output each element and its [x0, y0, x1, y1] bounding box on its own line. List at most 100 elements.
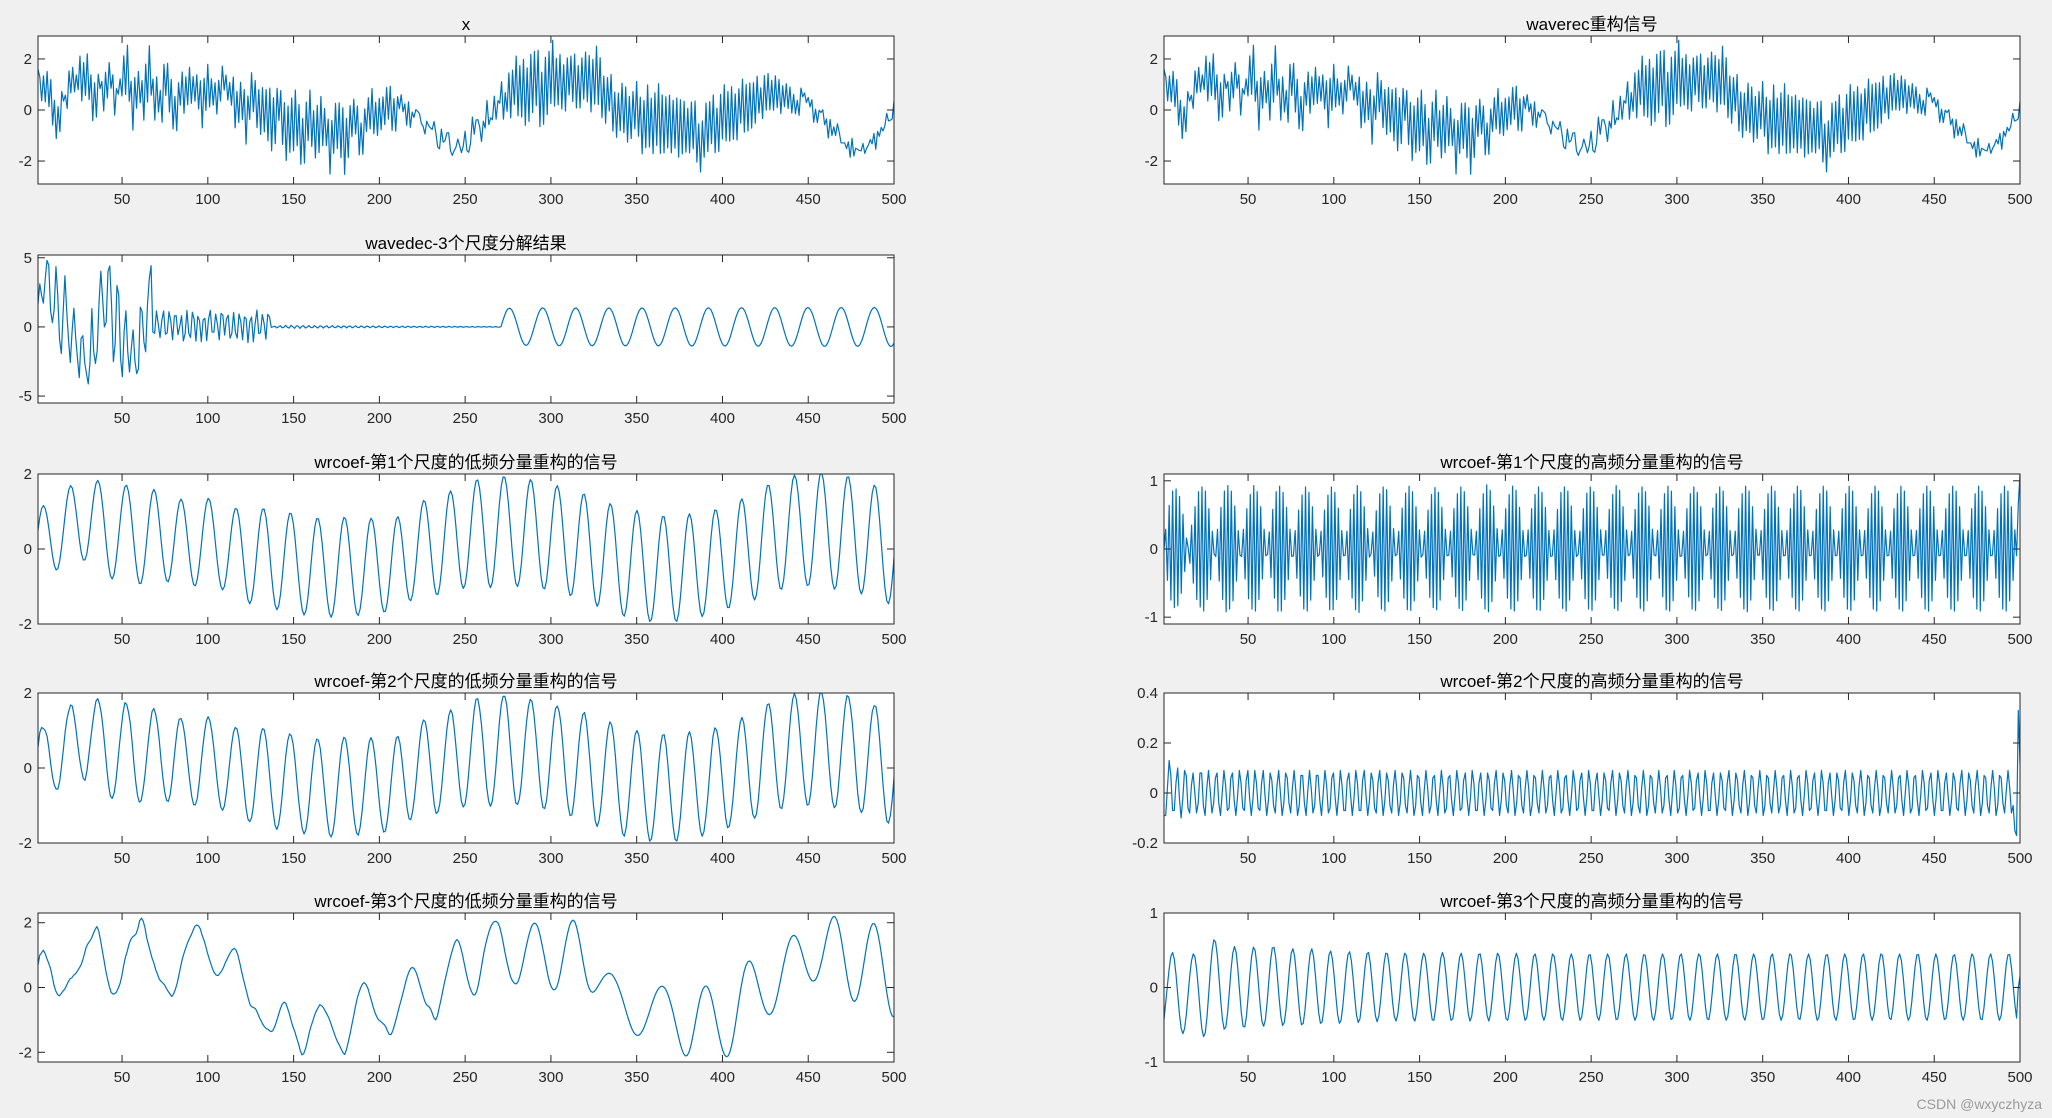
x-tick-label: 500: [881, 850, 906, 867]
x-tick-label: 200: [1493, 850, 1518, 867]
x-tick-label: 250: [453, 191, 478, 208]
x-tick-label: 250: [453, 410, 478, 427]
x-tick-label: 500: [881, 631, 906, 648]
x-tick-label: 500: [881, 410, 906, 427]
x-tick-label: 200: [1493, 631, 1518, 648]
y-tick-label: 0: [24, 319, 32, 336]
plot-area: [38, 913, 894, 1062]
y-tick-label: 0.2: [1137, 735, 1158, 752]
x-tick-label: 350: [624, 631, 649, 648]
x-tick-label: 400: [1836, 1069, 1861, 1086]
x-tick-label: 200: [367, 850, 392, 867]
subplot-8: 50 100 150 200 250 300 350 400 450 500 -2 0 2 wrcoef-…: [19, 892, 907, 1086]
series-line-1: [38, 259, 894, 385]
x-tick-label: 200: [367, 1069, 392, 1086]
x-tick-label: 400: [710, 191, 735, 208]
y-tick-label: -2: [19, 1044, 32, 1061]
chart-title: wrcoef-第1个尺度的低频分量重构的信号: [313, 453, 617, 472]
x-tick-label: 100: [1321, 191, 1346, 208]
y-tick-label: 2: [1150, 51, 1158, 68]
y-tick-label: -0.2: [1132, 835, 1158, 852]
x-tick-label: 250: [1579, 631, 1604, 648]
x-tick-label: 400: [710, 1069, 735, 1086]
y-tick-label: 0: [24, 541, 32, 558]
y-tick-label: 0: [1150, 980, 1158, 997]
x-tick-label: 100: [1321, 1069, 1346, 1086]
subplot-6: 50 100 150 200 250 300 350 400 450 500 -2 0 2 wrcoef-…: [19, 672, 907, 867]
x-tick-label: 350: [624, 1069, 649, 1086]
series-line-1: [38, 693, 894, 842]
x-tick-label: 400: [710, 410, 735, 427]
y-tick-label: 0.4: [1137, 685, 1158, 702]
y-tick-label: -1: [1145, 609, 1158, 626]
subplot-2: 50 100 150 200 250 300 350 400 450 500 -2 0 2 waverec…: [1145, 15, 2033, 208]
series-line-1: [38, 474, 894, 622]
x-tick-label: 350: [1750, 1069, 1775, 1086]
x-tick-label: 150: [1407, 631, 1432, 648]
y-tick-label: 2: [24, 466, 32, 483]
subplot-4: 50 100 150 200 250 300 350 400 450 500 -2 0 2 wrcoef-…: [19, 453, 907, 648]
x-tick-label: 300: [1664, 191, 1689, 208]
x-tick-label: 150: [281, 1069, 306, 1086]
plot-area: [1164, 693, 2020, 843]
chart-title: wrcoef-第3个尺度的高频分量重构的信号: [1439, 892, 1743, 911]
x-tick-label: 350: [624, 191, 649, 208]
y-tick-label: 0: [24, 760, 32, 777]
x-tick-label: 50: [1240, 1069, 1257, 1086]
axes-box: [37, 254, 895, 404]
x-tick-label: 150: [281, 631, 306, 648]
x-tick-label: 400: [710, 631, 735, 648]
chart-title: wrcoef-第2个尺度的低频分量重构的信号: [313, 672, 617, 691]
x-tick-label: 300: [538, 850, 563, 867]
x-tick-label: 400: [1836, 850, 1861, 867]
x-tick-label: 300: [538, 191, 563, 208]
x-tick-label: 100: [195, 1069, 220, 1086]
x-tick-label: 300: [1664, 1069, 1689, 1086]
y-tick-label: 0: [1150, 102, 1158, 119]
chart-title: x: [462, 15, 471, 34]
x-tick-label: 50: [114, 1069, 131, 1086]
x-tick-label: 50: [114, 850, 131, 867]
y-tick-label: 0: [1150, 541, 1158, 558]
plot-area: [1164, 36, 2020, 184]
x-tick-label: 450: [796, 850, 821, 867]
x-tick-label: 150: [1407, 1069, 1432, 1086]
y-tick-label: -2: [1145, 153, 1158, 170]
x-tick-label: 100: [195, 631, 220, 648]
subplot-9: 50 100 150 200 250 300 350 400 450 500 -1 0 1 wrcoef-…: [1145, 892, 2033, 1086]
x-tick-label: 300: [1664, 631, 1689, 648]
x-tick-label: 200: [1493, 1069, 1518, 1086]
y-tick-label: -2: [19, 153, 32, 170]
x-tick-label: 350: [624, 850, 649, 867]
x-tick-label: 50: [114, 410, 131, 427]
series-line-1: [1164, 939, 2020, 1038]
x-tick-label: 500: [881, 1069, 906, 1086]
x-tick-label: 250: [453, 850, 478, 867]
x-tick-label: 50: [1240, 850, 1257, 867]
x-tick-label: 250: [1579, 850, 1604, 867]
y-tick-label: 0: [24, 102, 32, 119]
x-tick-label: 150: [1407, 191, 1432, 208]
plot-area: [1164, 913, 2020, 1062]
x-tick-label: 400: [1836, 631, 1861, 648]
x-tick-label: 150: [1407, 850, 1432, 867]
x-tick-label: 100: [195, 850, 220, 867]
y-tick-label: -5: [19, 388, 32, 405]
x-tick-label: 200: [367, 191, 392, 208]
x-tick-label: 450: [1922, 191, 1947, 208]
series-line-1: [1164, 474, 2020, 614]
y-tick-label: 5: [24, 250, 32, 267]
x-tick-label: 150: [281, 191, 306, 208]
x-tick-label: 300: [538, 410, 563, 427]
x-tick-label: 450: [1922, 850, 1947, 867]
x-tick-label: 500: [881, 191, 906, 208]
y-tick-label: -1: [1145, 1054, 1158, 1071]
series-line-1: [1164, 709, 2020, 837]
x-tick-label: 450: [796, 631, 821, 648]
y-tick-label: 1: [1150, 905, 1158, 922]
watermark: CSDN @wxyczhyza: [1916, 1096, 2042, 1112]
x-tick-label: 50: [114, 191, 131, 208]
y-tick-label: 2: [24, 51, 32, 68]
chart-title: wrcoef-第2个尺度的高频分量重构的信号: [1439, 672, 1743, 691]
